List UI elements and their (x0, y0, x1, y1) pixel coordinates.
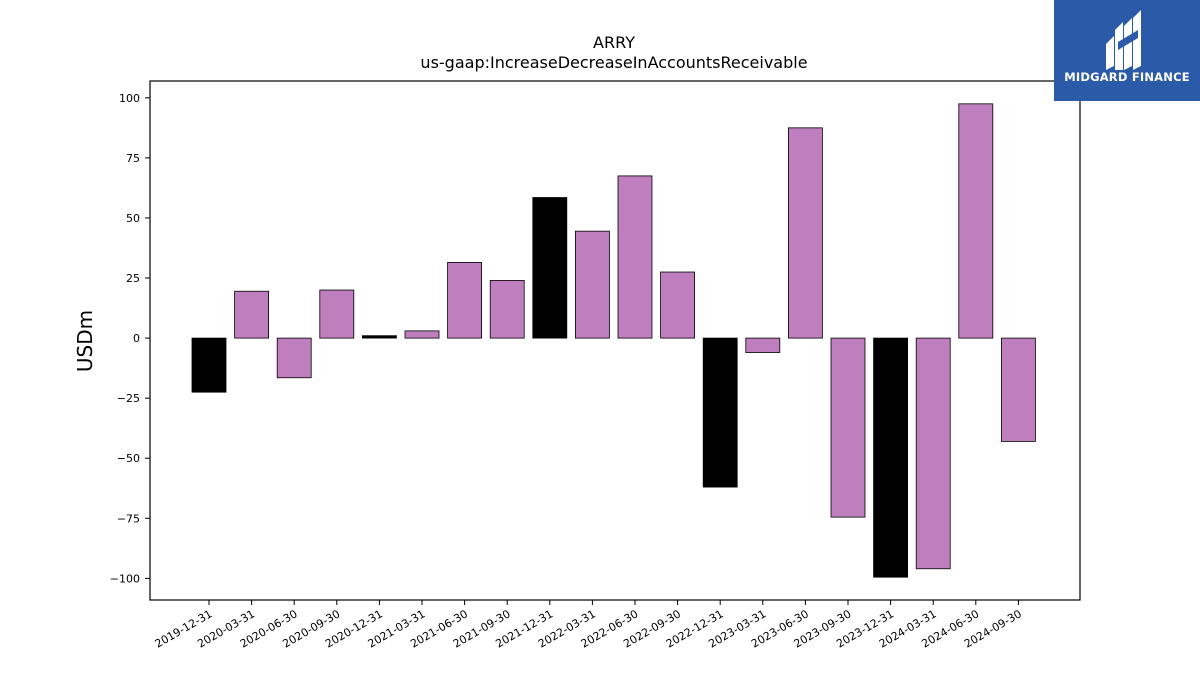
chart-subtitle: us-gaap:IncreaseDecreaseInAccountsReceiv… (420, 53, 807, 72)
bar-2021-09-30 (489, 280, 525, 339)
bar-2022-12-31 (702, 337, 738, 488)
y-tick-label: 25 (126, 272, 140, 285)
bar-2023-06-30 (788, 127, 823, 339)
plot-frame (149, 80, 1081, 601)
bar-2024-03-31 (915, 337, 951, 570)
bar-2019-12-31 (191, 337, 227, 393)
bar-2022-06-30 (617, 175, 653, 339)
chart-title: ARRY (593, 33, 635, 52)
bar-2020-09-30 (319, 289, 355, 339)
y-tick-label: 0 (133, 332, 140, 345)
bar-2023-12-31 (873, 337, 908, 578)
bar-2021-06-30 (447, 262, 483, 339)
y-tick-label: −25 (117, 392, 140, 405)
bar-2021-03-31 (404, 330, 440, 339)
midgard-finance-logo: MIDGARD FINANCE (1054, 0, 1200, 101)
bar-2023-03-31 (745, 337, 781, 353)
bar-2024-06-30 (958, 103, 994, 339)
logo-text: MIDGARD FINANCE (1064, 70, 1190, 84)
bar-2022-03-31 (575, 230, 610, 339)
y-tick-label: −100 (110, 572, 140, 585)
y-axis-label: USDm (73, 310, 97, 372)
bar-2022-09-30 (660, 271, 695, 339)
bar-2024-09-30 (1001, 337, 1036, 442)
y-tick-label: 75 (126, 152, 140, 165)
x-axis: 2019-12-312020-03-312020-06-302020-09-30… (153, 600, 1024, 651)
bar-2020-06-30 (276, 337, 312, 379)
bar-2021-12-31 (532, 197, 568, 339)
midgard-logo-icon (1106, 10, 1141, 70)
y-tick-label: −50 (117, 452, 140, 465)
y-axis: −100 −75 −50 −25 0 25 50 75 100 (110, 92, 150, 585)
y-tick-label: 100 (119, 92, 140, 105)
bar-2023-09-30 (830, 337, 866, 518)
bar-2020-03-31 (234, 290, 270, 339)
y-tick-label: −75 (117, 512, 140, 525)
bar-2020-12-31 (361, 335, 397, 339)
bars-group (191, 103, 1036, 578)
y-tick-label: 50 (126, 212, 140, 225)
